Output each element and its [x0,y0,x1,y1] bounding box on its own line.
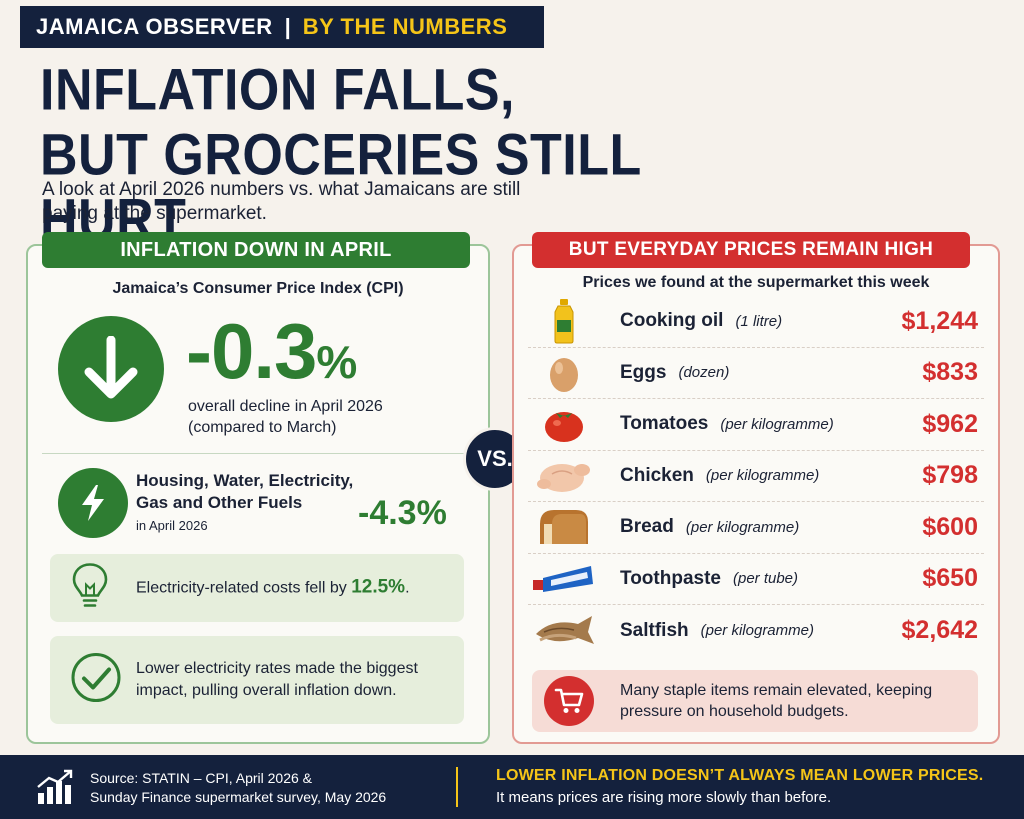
cpi-label: Jamaica’s Consumer Price Index (CPI) [112,280,404,297]
inflation-banner: INFLATION DOWN IN APRIL [42,232,470,268]
shopping-cart-icon [544,676,594,726]
item-unit: (per kilogramme) [705,467,820,485]
prices-panel: BUT EVERYDAY PRICES REMAIN HIGH Prices w… [512,232,1000,744]
budget-warning: Many staple items remain elevated, keepi… [532,670,978,732]
price-row-saltfish: Saltfish (per kilogramme) $2,642 [528,605,984,657]
electricity-note-suffix: . [405,579,410,597]
item-price: $798 [922,461,978,490]
source-note: Source: STATIN – CPI, April 2026 & Sunda… [90,769,420,807]
publication-name: JAMAICA OBSERVER [36,14,273,39]
masthead-kicker: BY THE NUMBERS [302,14,508,39]
arrow-down-icon [58,316,164,422]
overall-decline-description: overall decline in April 2026 (compared … [188,396,448,438]
subhead: A look at April 2026 numbers vs. what Ja… [42,179,521,224]
prices-label: Prices we found at the supermarket this … [582,274,930,291]
footer-tagline: LOWER INFLATION DOESN’T ALWAYS MEAN LOWE… [496,767,984,784]
overall-cpi-change: -0.3% [186,307,357,405]
item-price: $1,244 [901,306,978,335]
item-price: $962 [922,409,978,438]
item-name: Saltfish [620,619,689,641]
price-row-cooking-oil: Cooking oil (1 litre) $1,244 [528,296,984,348]
inflation-panel: INFLATION DOWN IN APRIL Jamaica’s Consum… [26,232,490,744]
item-price: $2,642 [901,616,978,645]
saltfish-icon [528,608,600,654]
light-bulb-icon [70,561,110,616]
budget-warning-text: Many staple items remain elevated, keepi… [620,682,933,720]
impact-note-text: Lower electricity rates made the biggest… [136,660,418,699]
overall-cpi-value: -0.3 [186,307,317,395]
bread-icon [528,504,600,550]
price-row-bread: Bread (per kilogramme) $600 [528,502,984,554]
footer: Source: STATIN – CPI, April 2026 & Sunda… [0,755,1024,819]
footer-divider [456,767,458,807]
source-line-1: Source: STATIN – CPI, April 2026 & [90,770,313,786]
overall-decline-line-1: overall decline in April 2026 [188,398,383,415]
item-name: Tomatoes [620,413,709,435]
toothpaste-icon [528,556,600,602]
housing-category-period: in April 2026 [136,518,208,533]
source-line-2: Sunday Finance supermarket survey, May 2… [90,789,387,805]
item-name: Eggs [620,361,667,383]
item-unit: (per kilogramme) [720,415,834,433]
cooking-oil-bottle-icon [528,298,600,344]
item-price: $833 [922,358,978,387]
price-row-chicken: Chicken (per kilogramme) $798 [528,451,984,502]
item-name: Chicken [620,464,694,486]
item-unit: (1 litre) [735,312,783,330]
item-price: $600 [922,512,978,541]
electricity-note-value: 12.5% [351,576,406,598]
overall-decline-line-2: (compared to March) [188,419,337,436]
price-list: Cooking oil (1 litre) $1,244 Eggs (dozen… [528,296,984,657]
egg-icon [528,350,600,396]
price-row-eggs: Eggs (dozen) $833 [528,348,984,399]
price-row-toothpaste: Toothpaste (per tube) $650 [528,554,984,605]
impact-note: Lower electricity rates made the biggest… [50,636,464,724]
item-unit: (per kilogramme) [685,518,800,536]
electricity-note-text: Electricity-related costs fell by 12.5%. [136,577,436,600]
item-name: Bread [620,516,674,538]
housing-change-value: -4.3% [358,494,447,532]
lightning-bolt-icon [58,468,128,538]
electricity-note: Electricity-related costs fell by 12.5%. [50,554,464,622]
prices-banner: BUT EVERYDAY PRICES REMAIN HIGH [532,232,970,268]
housing-category-title: Housing, Water, Electricity, Gas and Oth… [136,471,354,512]
headline: INFLATION FALLS, BUT GROCERIES STILL HUR… [40,58,760,253]
electricity-note-prefix: Electricity-related costs fell by [136,579,347,597]
headline-line-2: BUT GROCERIES STILL HURT [40,122,641,253]
item-name: Cooking oil [620,310,724,332]
footer-tagline-sub: It means prices are rising more slowly t… [496,789,832,806]
tomato-icon [528,401,600,447]
item-unit: (per kilogramme) [700,622,814,640]
item-unit: (per tube) [732,570,799,588]
bar-chart-icon [36,769,74,810]
item-unit: (dozen) [678,364,730,382]
masthead-separator: | [284,14,291,39]
item-price: $650 [922,564,978,593]
item-name: Toothpaste [620,567,721,589]
overall-cpi-unit: % [316,336,357,388]
section-divider [42,453,476,454]
masthead: JAMAICA OBSERVER | BY THE NUMBERS [20,6,544,48]
price-row-tomatoes: Tomatoes (per kilogramme) $962 [528,399,984,451]
chicken-icon [528,453,600,499]
headline-line-1: INFLATION FALLS, [40,58,515,123]
checkmark-icon [70,652,122,709]
